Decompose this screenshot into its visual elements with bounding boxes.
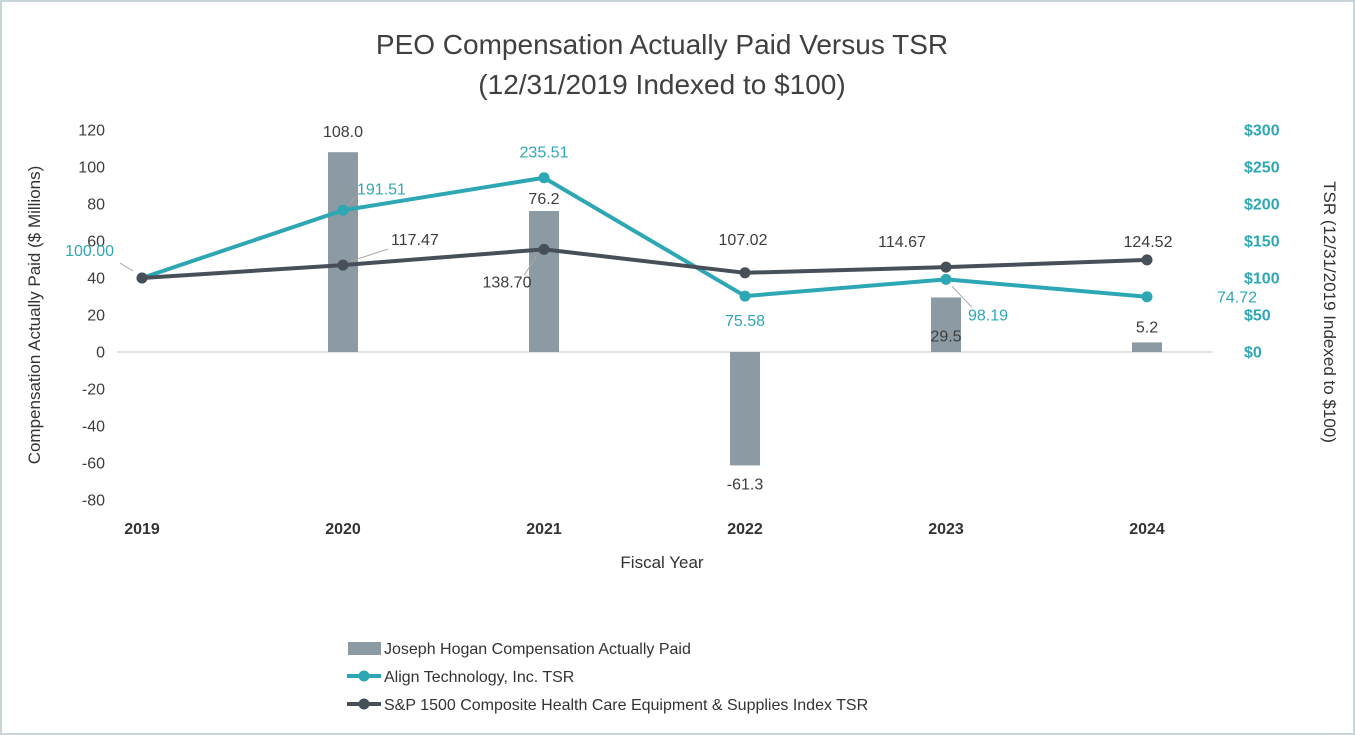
data-point-marker (739, 267, 751, 279)
bar-value-label: 108.0 (323, 124, 363, 141)
legend-label-bar: Joseph Hogan Compensation Actually Paid (384, 641, 691, 658)
x-tick-label: 2024 (1129, 521, 1165, 538)
y-left-tick-label: 120 (78, 123, 105, 140)
line-value-label: 74.72 (1217, 290, 1257, 307)
bar-value-label: 29.5 (930, 328, 961, 345)
y-right-tick-label: $200 (1244, 197, 1280, 214)
data-point-marker (538, 172, 550, 184)
data-point-marker (739, 290, 751, 302)
line-value-label: 117.47 (391, 232, 439, 249)
bar-value-label: 76.2 (528, 191, 559, 208)
line-value-label: 114.67 (878, 234, 926, 251)
leader-line (951, 285, 973, 308)
y-left-tick-label: 60 (87, 234, 105, 251)
line-value-label: 98.19 (968, 307, 1008, 324)
data-point-marker (1141, 254, 1153, 266)
data-point-marker (337, 259, 349, 271)
chart-title-line2: (12/31/2019 Indexed to $100) (478, 69, 845, 100)
line-value-label: 191.51 (357, 181, 406, 198)
bar (328, 152, 358, 352)
leader-line (523, 255, 538, 276)
bar (931, 297, 961, 352)
legend-marker-align (358, 670, 370, 682)
y-left-tick-label: -60 (82, 456, 105, 473)
data-point-marker (538, 243, 550, 255)
left-axis-title: Compensation Actually Paid ($ Millions) (25, 166, 44, 465)
legend-label-align: Align Technology, Inc. TSR (384, 669, 574, 686)
y-left-tick-label: 80 (87, 197, 105, 214)
bar (1132, 342, 1162, 352)
legend: Joseph Hogan Compensation Actually Paid … (347, 641, 868, 714)
line-value-label: 138.70 (483, 274, 532, 291)
x-tick-label: 2022 (727, 521, 763, 538)
plot-area: 120 100 80 60 40 20 0 -20 -40 -60 -80 $300 $250 $200 $… (65, 123, 1280, 539)
tsr-line (140, 247, 1149, 280)
line-value-label: 100.00 (65, 243, 114, 260)
right-axis-title: TSR (12/31/2019 Indexed to $100) (1320, 181, 1339, 443)
line-value-label: 107.02 (719, 232, 768, 249)
line-value-label: 75.58 (725, 313, 765, 330)
y-right-tick-label: $100 (1244, 271, 1280, 288)
y-right-tick-label: $150 (1244, 234, 1280, 251)
y-right-tick-label: $0 (1244, 345, 1262, 362)
y-left-tick-label: 20 (87, 308, 105, 325)
legend-label-sp-index: S&P 1500 Composite Health Care Equipment… (384, 697, 868, 714)
line-value-label: 124.52 (1124, 234, 1173, 251)
x-tick-label: 2019 (124, 521, 160, 538)
y-left-tick-label: -40 (82, 419, 105, 436)
x-axis-title: Fiscal Year (620, 553, 703, 572)
y-right-tick-label: $50 (1244, 308, 1271, 325)
y-right-tick-label: $300 (1244, 123, 1280, 140)
leader-line (347, 196, 356, 206)
tsr-line (140, 175, 1149, 299)
y-left-tick-label: -80 (82, 493, 105, 510)
x-tick-label: 2023 (928, 521, 964, 538)
data-point-marker (136, 272, 148, 284)
y-left-tick-label: -20 (82, 382, 105, 399)
bar (730, 352, 760, 466)
chart-title-line1: PEO Compensation Actually Paid Versus TS… (376, 29, 948, 60)
leader-line (119, 262, 134, 272)
data-point-marker (337, 204, 349, 216)
y-left-tick-label: 100 (78, 160, 105, 177)
x-tick-label: 2021 (526, 521, 562, 538)
data-point-marker (940, 261, 952, 273)
legend-marker-sp-index (358, 698, 370, 710)
x-tick-label: 2020 (325, 521, 361, 538)
data-point-marker (940, 273, 952, 285)
y-left-tick-label: 0 (96, 345, 105, 362)
y-left-tick-label: 40 (87, 271, 105, 288)
legend-swatch-bar (348, 642, 381, 655)
bar-value-label: 5.2 (1136, 319, 1158, 336)
line-value-label: 235.51 (520, 145, 569, 162)
y-right-tick-label: $250 (1244, 160, 1280, 177)
bar-value-label: -61.3 (727, 476, 764, 493)
data-point-marker (1141, 291, 1153, 303)
leader-line (350, 248, 389, 262)
bar (529, 211, 559, 352)
